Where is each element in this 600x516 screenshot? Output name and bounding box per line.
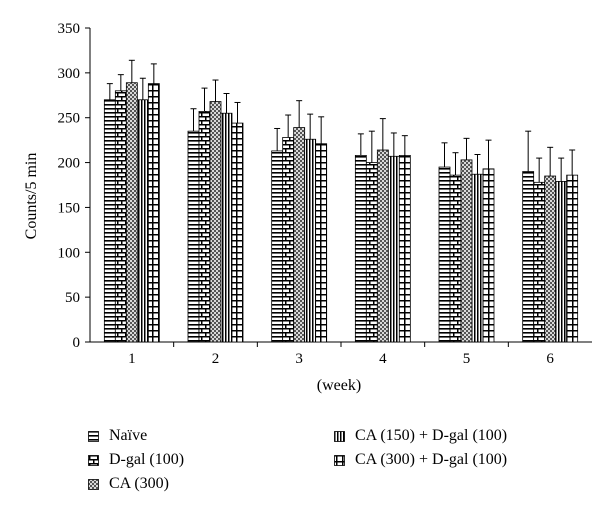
bar <box>103 99 116 343</box>
bar <box>282 137 295 343</box>
bar <box>147 83 160 343</box>
y-tick-label: 200 <box>58 156 81 172</box>
bar <box>304 138 317 343</box>
bar <box>187 130 200 343</box>
bar <box>376 149 389 343</box>
bar <box>482 168 495 343</box>
bar <box>533 181 546 343</box>
bar <box>315 143 328 343</box>
bar <box>209 101 222 343</box>
bar <box>544 175 557 343</box>
bar <box>114 90 127 343</box>
bar <box>198 111 211 343</box>
bar <box>566 174 579 343</box>
bar <box>471 173 484 343</box>
bar <box>449 174 462 343</box>
y-tick-label: 250 <box>58 111 81 127</box>
bar <box>271 150 284 343</box>
y-tick-label: 50 <box>65 290 80 306</box>
x-tick-label: 5 <box>463 351 471 367</box>
x-tick-label: 1 <box>128 351 136 367</box>
bar <box>125 82 138 343</box>
x-tick-label: 6 <box>546 351 554 367</box>
bar <box>354 154 367 343</box>
bar <box>438 166 451 343</box>
bar <box>398 154 411 343</box>
y-axis-label: Counts/5 min <box>23 153 40 240</box>
bar <box>555 181 568 343</box>
bar <box>231 122 244 343</box>
y-tick-label: 150 <box>58 200 81 216</box>
bar <box>460 159 473 343</box>
x-tick-label: 2 <box>212 351 220 367</box>
y-tick-label: 350 <box>58 21 81 37</box>
bar <box>365 162 378 343</box>
y-tick-label: 100 <box>58 245 81 261</box>
y-tick-label: 300 <box>58 66 81 82</box>
bar <box>293 127 306 343</box>
bar <box>387 155 400 343</box>
bar <box>136 99 149 343</box>
bar <box>220 112 233 343</box>
x-tick-label: 4 <box>379 351 387 367</box>
x-tick-label: 3 <box>295 351 303 367</box>
bar <box>522 171 535 343</box>
x-axis-label: (week) <box>317 377 361 394</box>
y-tick-label: 0 <box>73 335 81 351</box>
